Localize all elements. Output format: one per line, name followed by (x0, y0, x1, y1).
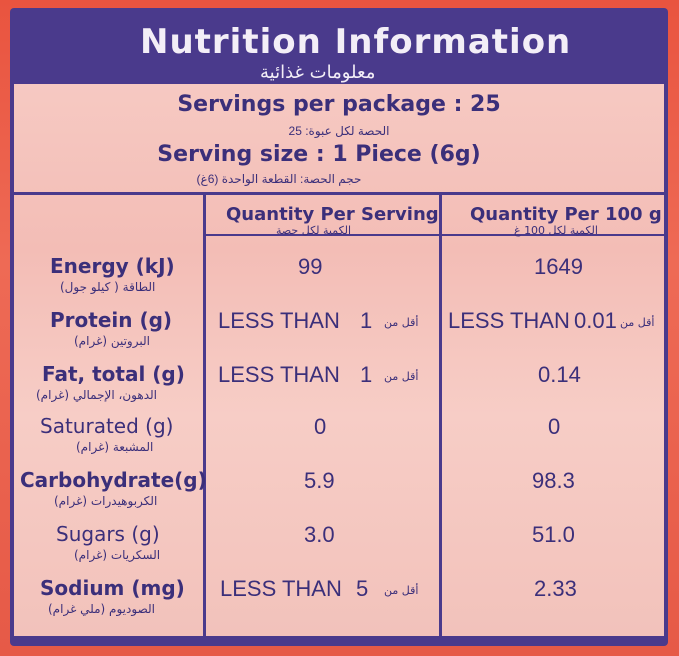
header-per-100g-arabic: الكمية لكل 100 غ (514, 224, 598, 237)
sugars-per-serving: 3.0 (304, 522, 335, 547)
fat-per-serving: 1 (360, 362, 373, 387)
protein-per-100g-less-than-arabic: أقل من (620, 316, 655, 329)
sodium-per-100g: 2.33 (534, 576, 577, 601)
panel-title: Nutrition Information (140, 22, 572, 62)
fat-less-than: LESS THAN (218, 362, 340, 387)
sodium-label-arabic: الصوديوم (ملي غرام) (48, 602, 155, 616)
table-top-border (14, 192, 664, 195)
header-per-100g: Quantity Per 100 g (470, 204, 662, 225)
serving-size: Serving size : 1 Piece (6g) (157, 142, 481, 167)
energy-per-100g: 1649 (534, 254, 583, 279)
protein-per-serving: 1 (360, 308, 373, 333)
protein-less-than: LESS THAN (218, 308, 340, 333)
energy-label-arabic: الطاقة ( كيلو جول) (60, 280, 156, 294)
column-divider-2 (439, 192, 442, 636)
protein-less-than-arabic: أقل من (384, 316, 419, 329)
header-per-serving-arabic: الكمية لكل حصة (276, 224, 352, 237)
fat-per-100g: 0.14 (538, 362, 581, 387)
protein-label-arabic: البروتين (غرام) (74, 334, 150, 348)
protein-per-100g-less-than: LESS THAN (448, 308, 570, 333)
sodium-label: Sodium (mg) (40, 576, 185, 600)
header-underline (203, 234, 664, 236)
saturated-per-serving: 0 (314, 414, 327, 439)
sugars-label: Sugars (g) (56, 522, 160, 546)
header-per-serving: Quantity Per Serving (226, 204, 439, 225)
panel-title-arabic: معلومات غذائية (260, 62, 376, 83)
carbohydrate-label-arabic: الكربوهيدرات (غرام) (54, 494, 158, 508)
fat-total-label-arabic: الدهون، الإجمالي (غرام) (36, 388, 158, 402)
title-bar: Nutrition Information معلومات غذائية (10, 8, 668, 84)
sodium-less-than-arabic: أقل من (384, 584, 419, 597)
carbohydrate-per-100g: 98.3 (532, 468, 575, 493)
sodium-per-serving: 5 (356, 576, 369, 601)
column-divider-1 (203, 192, 206, 636)
fat-less-than-arabic: أقل من (384, 370, 419, 383)
energy-per-serving: 99 (298, 254, 323, 279)
serving-size-arabic: حجم الحصة: القطعة الواحدة (6غ) (196, 172, 362, 186)
sugars-label-arabic: السكريات (غرام) (74, 548, 161, 562)
saturated-label-arabic: المشبعة (غرام) (76, 440, 154, 454)
carbohydrate-label: Carbohydrate(g) (20, 468, 207, 492)
servings-per-package: Servings per package : 25 (177, 92, 501, 117)
saturated-label: Saturated (g) (40, 414, 174, 438)
protein-label: Protein (g) (50, 308, 173, 332)
fat-total-label: Fat, total (g) (42, 362, 185, 386)
sugars-per-100g: 51.0 (532, 522, 575, 547)
nutrition-table-area: Servings per package : 25 الحصة لكل عبوة… (14, 84, 664, 636)
carbohydrate-per-serving: 5.9 (304, 468, 335, 493)
energy-label: Energy (kJ) (50, 254, 175, 278)
servings-per-package-arabic: الحصة لكل عبوة: 25 (288, 124, 390, 138)
sodium-less-than: LESS THAN (220, 576, 342, 601)
saturated-per-100g: 0 (548, 414, 561, 439)
protein-per-100g: 0.01 (574, 308, 617, 333)
